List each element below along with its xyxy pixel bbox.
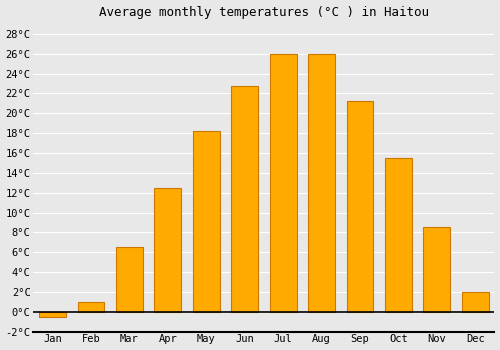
Bar — [154, 188, 182, 312]
Bar — [78, 302, 104, 312]
Bar — [346, 102, 374, 312]
Bar — [193, 131, 220, 312]
Title: Average monthly temperatures (°C ) in Haitou: Average monthly temperatures (°C ) in Ha… — [99, 6, 429, 19]
Bar — [39, 312, 66, 317]
Bar — [116, 247, 143, 312]
Bar — [462, 292, 488, 312]
Bar — [424, 228, 450, 312]
Bar — [385, 158, 412, 312]
Bar — [231, 86, 258, 312]
Bar — [308, 54, 335, 312]
Bar — [270, 54, 296, 312]
